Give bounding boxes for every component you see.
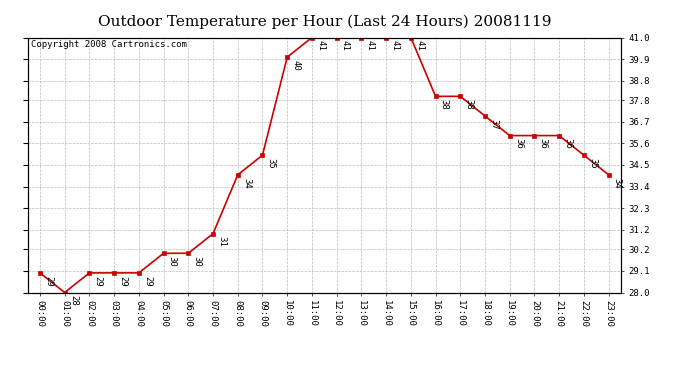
Text: 29: 29 — [143, 276, 152, 286]
Text: 41: 41 — [415, 40, 424, 51]
Text: 40: 40 — [291, 60, 300, 70]
Text: 35: 35 — [266, 158, 275, 169]
Text: 41: 41 — [341, 40, 350, 51]
Text: 29: 29 — [44, 276, 53, 286]
Text: 34: 34 — [613, 178, 622, 188]
Text: 36: 36 — [539, 138, 548, 149]
Text: 29: 29 — [94, 276, 103, 286]
Text: 31: 31 — [217, 236, 226, 247]
Text: 36: 36 — [514, 138, 523, 149]
Text: Copyright 2008 Cartronics.com: Copyright 2008 Cartronics.com — [30, 40, 186, 49]
Text: 41: 41 — [391, 40, 400, 51]
Text: 37: 37 — [489, 119, 498, 129]
Text: 29: 29 — [118, 276, 127, 286]
Text: 34: 34 — [242, 178, 251, 188]
Text: 35: 35 — [588, 158, 597, 169]
Text: 41: 41 — [366, 40, 375, 51]
Text: 30: 30 — [193, 256, 201, 267]
Text: 38: 38 — [440, 99, 449, 110]
Text: 38: 38 — [464, 99, 473, 110]
Text: 28: 28 — [69, 295, 78, 306]
Text: 30: 30 — [168, 256, 177, 267]
Text: Outdoor Temperature per Hour (Last 24 Hours) 20081119: Outdoor Temperature per Hour (Last 24 Ho… — [97, 15, 551, 29]
Text: 36: 36 — [563, 138, 572, 149]
Text: 41: 41 — [316, 40, 325, 51]
